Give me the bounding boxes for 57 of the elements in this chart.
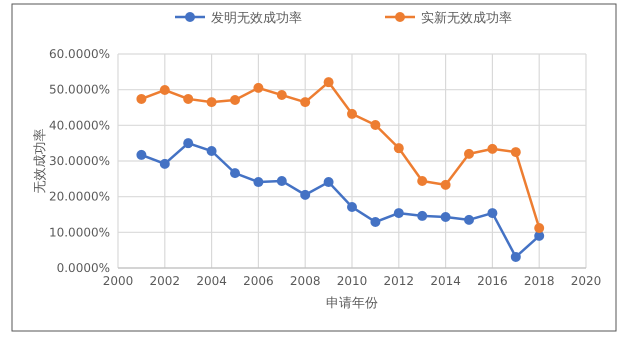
y-tick-label: 60.0000% [48, 47, 110, 61]
point [300, 97, 310, 108]
point [324, 177, 334, 188]
x-tick-label: 2008 [290, 274, 320, 288]
x-tick-label: 2018 [524, 274, 554, 288]
point [300, 190, 310, 200]
y-tick-label: 50.0000% [48, 82, 110, 97]
point [370, 120, 380, 130]
x-axis-title: 申请年份 [326, 296, 378, 311]
point [183, 94, 194, 104]
point [347, 108, 357, 119]
point [510, 252, 521, 262]
point [464, 214, 474, 225]
point [206, 146, 217, 156]
x-tick-label: 2006 [243, 274, 274, 288]
point [253, 177, 264, 188]
point [417, 176, 428, 186]
y-tick-label: 20.0000% [48, 190, 110, 204]
point [464, 148, 474, 159]
point [324, 77, 334, 88]
point [487, 144, 498, 154]
point [510, 147, 521, 158]
point [440, 180, 451, 190]
point [160, 158, 170, 169]
x-tick-label: 2012 [384, 274, 414, 288]
point [183, 138, 194, 148]
x-tick-label: 2020 [570, 274, 602, 288]
y-tick-label: 30.0000% [48, 154, 110, 168]
x-tick-label: 2004 [196, 274, 227, 288]
y-axis-title: 无效成功率 [32, 128, 48, 194]
point [487, 208, 498, 218]
point [276, 176, 287, 186]
point [394, 208, 404, 218]
y-tick-label: 10.0000% [48, 225, 110, 240]
x-tick-label: 2002 [150, 274, 180, 288]
point [230, 168, 240, 178]
point [253, 82, 264, 93]
x-tick-label: 2014 [430, 274, 461, 288]
point [136, 150, 146, 160]
point [440, 212, 451, 222]
point [160, 85, 170, 96]
point [206, 97, 217, 108]
legend-label: 发明无效成功率 [211, 10, 302, 26]
point [534, 223, 544, 234]
point [417, 210, 428, 221]
y-tick-label: 40.0000% [48, 118, 110, 132]
x-tick-label: 2000 [102, 274, 134, 288]
point [347, 202, 357, 212]
point [230, 95, 240, 106]
x-tick-label: 2010 [336, 274, 368, 288]
point [276, 90, 287, 100]
y-tick-label: 0.0000% [56, 261, 110, 275]
point [394, 143, 404, 154]
point [136, 94, 146, 104]
x-tick-label: 2016 [477, 274, 508, 288]
legend-label: 实新无效成功率 [421, 10, 512, 26]
point [370, 216, 380, 227]
